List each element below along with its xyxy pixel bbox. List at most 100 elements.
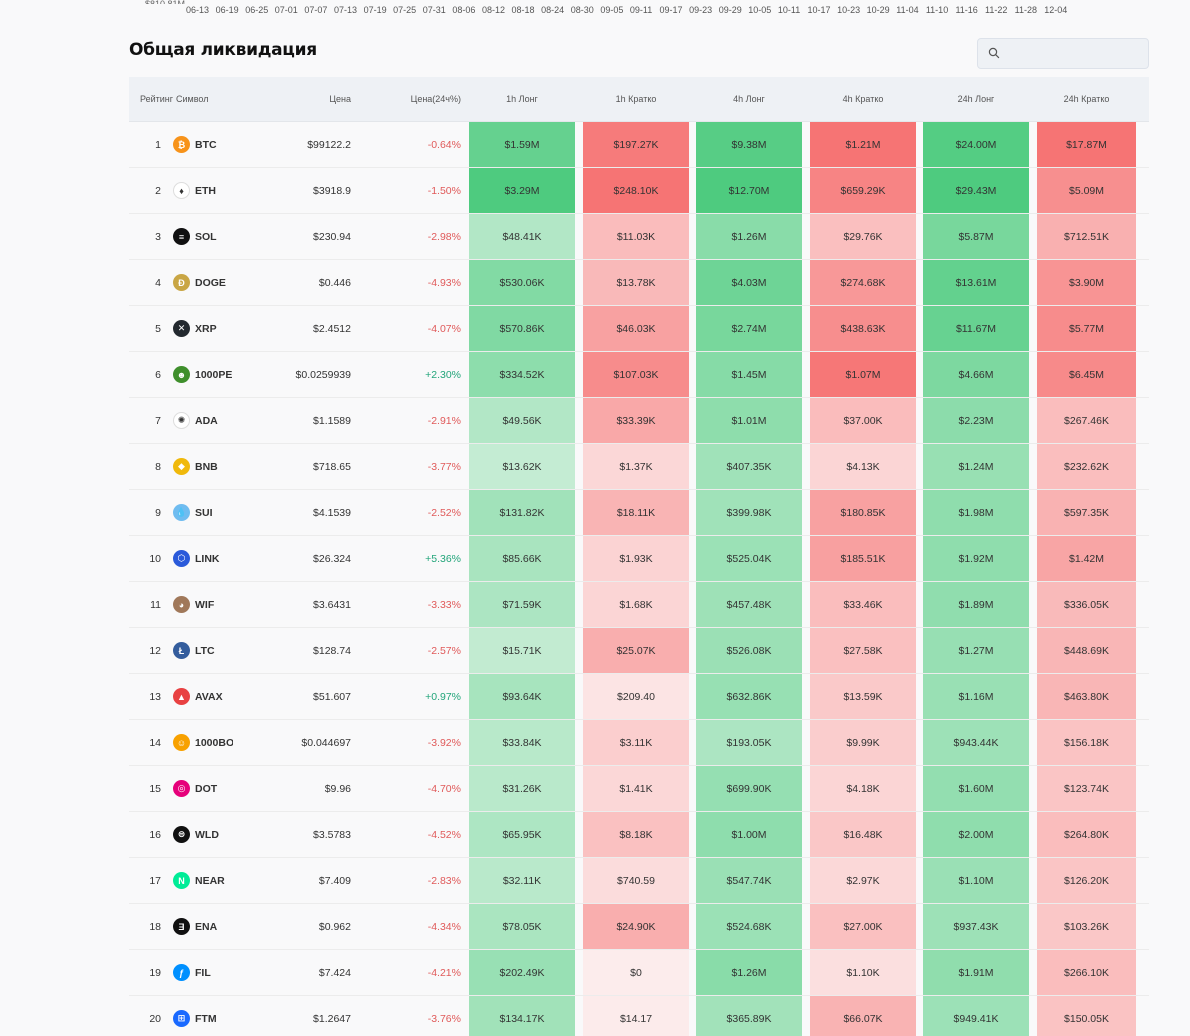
cell-24h-long: $937.43K bbox=[923, 904, 1029, 949]
cell-4h-long: $407.35K bbox=[696, 444, 802, 489]
table-row[interactable]: 8 ◆ BNB $718.65 -3.77% $13.62K $1.37K $407.… bbox=[129, 444, 1149, 490]
cell-4h-short: $1.21M bbox=[810, 122, 916, 167]
cell-1h-short: $197.27K bbox=[583, 122, 689, 167]
change-cell: -4.34% bbox=[427, 920, 461, 933]
rank-cell: 1 bbox=[155, 138, 161, 151]
xrp-icon: ✕ bbox=[173, 320, 190, 337]
cell-24h-long: $5.87M bbox=[923, 214, 1029, 259]
symbol-cell[interactable]: ✕ XRP bbox=[173, 306, 245, 351]
symbol-cell[interactable]: ◎ DOT bbox=[173, 766, 245, 811]
symbol-cell[interactable]: ⊜ WLD bbox=[173, 812, 245, 857]
filecoin-icon: ƒ bbox=[173, 964, 190, 981]
column-header-price[interactable]: Цена bbox=[329, 94, 351, 104]
x-axis-tick-label: 11-22 bbox=[985, 5, 1008, 15]
table-row[interactable]: 1 ₿ BTC $99122.2 -0.64% $1.59M $197.27K $9.… bbox=[129, 122, 1149, 168]
symbol-cell[interactable]: ◆ BNB bbox=[173, 444, 245, 489]
column-header-rank[interactable]: Рейтинг bbox=[140, 94, 174, 104]
coin-symbol: XRP bbox=[195, 322, 217, 335]
cell-4h-long: $193.05K bbox=[696, 720, 802, 765]
cell-24h-long: $1.98M bbox=[923, 490, 1029, 535]
table-row[interactable]: 5 ✕ XRP $2.4512 -4.07% $570.86K $46.03K $2.… bbox=[129, 306, 1149, 352]
symbol-cell[interactable]: 💧 SUI bbox=[173, 490, 245, 535]
column-header-change[interactable]: Цена(24ч%) bbox=[410, 94, 461, 104]
search-icon bbox=[988, 47, 1000, 59]
table-row[interactable]: 19 ƒ FIL $7.424 -4.21% $202.49K $0 $1.26M $1… bbox=[129, 950, 1149, 996]
solana-icon: ≡ bbox=[173, 228, 190, 245]
symbol-cell[interactable]: ♦ ETH bbox=[173, 168, 245, 213]
column-header-24h-short[interactable]: 24h Кратко bbox=[1063, 94, 1110, 104]
table-row[interactable]: 13 ▲ AVAX $51.607 +0.97% $93.64K $209.40 $6… bbox=[129, 674, 1149, 720]
cell-24h-long: $13.61M bbox=[923, 260, 1029, 305]
rank-cell: 19 bbox=[149, 966, 161, 979]
cell-1h-long: $71.59K bbox=[469, 582, 575, 627]
column-header-4h-long[interactable]: 4h Лонг bbox=[733, 94, 765, 104]
table-row[interactable]: 20 ⊞ FTM $1.2647 -3.76% $134.17K $14.17 $36… bbox=[129, 996, 1149, 1036]
table-row[interactable]: 12 Ł LTC $128.74 -2.57% $15.71K $25.07K $52… bbox=[129, 628, 1149, 674]
coin-symbol: ENA bbox=[195, 920, 218, 933]
cell-24h-short: $5.77M bbox=[1037, 306, 1136, 351]
price-cell: $7.424 bbox=[318, 966, 351, 979]
x-axis-tick-label: 06-19 bbox=[215, 5, 239, 15]
table-row[interactable]: 18 Ǝ ENA $0.962 -4.34% $78.05K $24.90K $524… bbox=[129, 904, 1149, 950]
cell-1h-short: $24.90K bbox=[583, 904, 689, 949]
coin-symbol: WIF bbox=[195, 598, 215, 611]
table-row[interactable]: 10 ⬡ LINK $26.324 +5.36% $85.66K $1.93K $52… bbox=[129, 536, 1149, 582]
price-cell: $7.409 bbox=[318, 874, 351, 887]
symbol-cell[interactable]: ☻ 1000PEPE bbox=[173, 352, 245, 397]
table-row[interactable]: 11 ◕ WIF $3.6431 -3.33% $71.59K $1.68K $457… bbox=[129, 582, 1149, 628]
liquidation-chart-axis: $810.81M 06-1306-1906-2507-0107-0707-130… bbox=[0, 0, 1190, 18]
table-row[interactable]: 17 N NEAR $7.409 -2.83% $32.11K $740.59 $54… bbox=[129, 858, 1149, 904]
table-row[interactable]: 15 ◎ DOT $9.96 -4.70% $31.26K $1.41K $699.9… bbox=[129, 766, 1149, 812]
x-axis-tick-label: 08-30 bbox=[570, 5, 594, 15]
cell-1h-long: $13.62K bbox=[469, 444, 575, 489]
price-cell: $718.65 bbox=[313, 460, 351, 473]
cell-1h-long: $570.86K bbox=[469, 306, 575, 351]
table-row[interactable]: 7 ✺ ADA $1.1589 -2.91% $49.56K $33.39K $1.0… bbox=[129, 398, 1149, 444]
cell-4h-short: $29.76K bbox=[810, 214, 916, 259]
x-axis-tick-label: 07-13 bbox=[333, 5, 357, 15]
rank-cell: 17 bbox=[149, 874, 161, 887]
column-header-24h-long[interactable]: 24h Лонг bbox=[957, 94, 995, 104]
coin-symbol: LINK bbox=[195, 552, 220, 565]
symbol-cell[interactable]: Ǝ ENA bbox=[173, 904, 245, 949]
symbol-cell[interactable]: N NEAR bbox=[173, 858, 245, 903]
rank-cell: 6 bbox=[155, 368, 161, 381]
symbol-cell[interactable]: ◕ WIF bbox=[173, 582, 245, 627]
symbol-cell[interactable]: ƒ FIL bbox=[173, 950, 245, 995]
symbol-cell[interactable]: ⬡ LINK bbox=[173, 536, 245, 581]
search-input[interactable] bbox=[1006, 43, 1142, 65]
symbol-cell[interactable]: Ð DOGE bbox=[173, 260, 245, 305]
x-axis-tick-label: 09-11 bbox=[629, 5, 653, 15]
rank-cell: 11 bbox=[150, 598, 161, 611]
column-header-1h-short[interactable]: 1h Кратко bbox=[615, 94, 657, 104]
litecoin-icon: Ł bbox=[173, 642, 190, 659]
table-row[interactable]: 6 ☻ 1000PEPE $0.0259939 +2.30%$334.52K$1… bbox=[129, 352, 1149, 398]
table-row[interactable]: 2 ♦ ETH $3918.9 -1.50% $3.29M $248.10K $12.… bbox=[129, 168, 1149, 214]
rank-cell: 10 bbox=[149, 552, 161, 565]
symbol-cell[interactable]: ☺ 1000BONK bbox=[173, 720, 245, 765]
column-header-4h-short[interactable]: 4h Кратко bbox=[842, 94, 884, 104]
table-row[interactable]: 16 ⊜ WLD $3.5783 -4.52% $65.95K $8.18K $1.0… bbox=[129, 812, 1149, 858]
cell-4h-long: $524.68K bbox=[696, 904, 802, 949]
column-header-1h-long[interactable]: 1h Лонг bbox=[506, 94, 538, 104]
table-row[interactable]: 3 ≡ SOL $230.94 -2.98% $48.41K $11.03K $1.2… bbox=[129, 214, 1149, 260]
table-row[interactable]: 9 💧 SUI $4.1539 -2.52% $131.82K $18.11K $39… bbox=[129, 490, 1149, 536]
symbol-cell[interactable]: ✺ ADA bbox=[173, 398, 245, 443]
symbol-cell[interactable]: ≡ SOL bbox=[173, 214, 245, 259]
cell-1h-long: $48.41K bbox=[469, 214, 575, 259]
x-axis-tick-label: 08-18 bbox=[511, 5, 535, 15]
table-row[interactable]: 14 ☺ 1000BONK $0.044697 -3.92% $33.84K$3.… bbox=[129, 720, 1149, 766]
cell-4h-short: $33.46K bbox=[810, 582, 916, 627]
symbol-cell[interactable]: ▲ AVAX bbox=[173, 674, 245, 719]
price-cell: $51.607 bbox=[313, 690, 351, 703]
pepe-icon: ☻ bbox=[173, 366, 190, 383]
search-box[interactable] bbox=[977, 38, 1149, 69]
cell-24h-long: $1.10M bbox=[923, 858, 1029, 903]
price-cell: $1.2647 bbox=[313, 1012, 351, 1025]
symbol-cell[interactable]: Ł LTC bbox=[173, 628, 245, 673]
symbol-cell[interactable]: ₿ BTC bbox=[173, 122, 245, 167]
column-header-symbol[interactable]: Символ bbox=[176, 94, 209, 104]
table-row[interactable]: 4 Ð DOGE $0.446 -4.93% $530.06K $13.78K $4.… bbox=[129, 260, 1149, 306]
cell-1h-short: $14.17 bbox=[583, 996, 689, 1036]
symbol-cell[interactable]: ⊞ FTM bbox=[173, 996, 245, 1036]
